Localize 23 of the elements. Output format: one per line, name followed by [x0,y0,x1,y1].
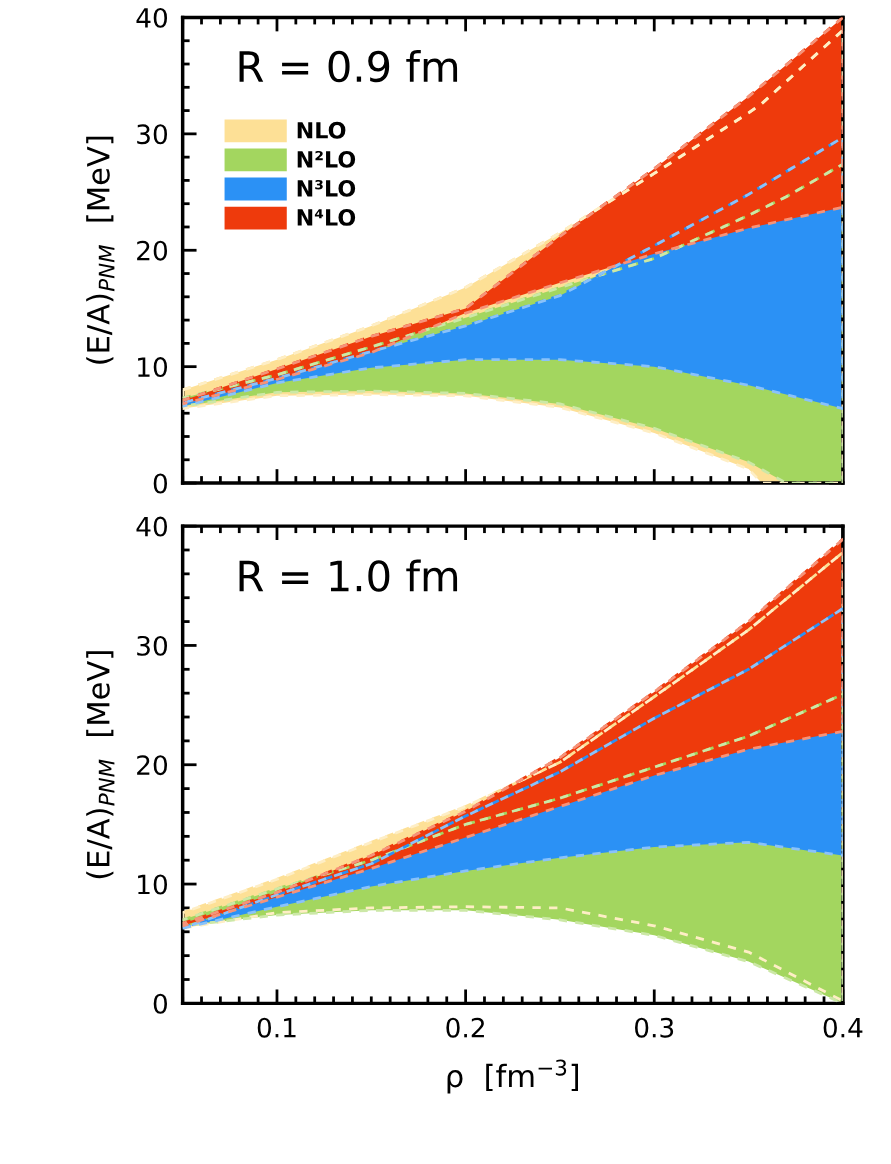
x-tick-label: 0.1 [257,1017,296,1038]
x-axis-title: ρ [fm$^{−3}$] [447,1059,578,1094]
y-axis-title: (E/A)$_{PNM}$ [MeV] [86,136,115,364]
legend-label: N⁴LO [297,209,356,226]
x-tick-label: 0.4 [823,1017,863,1038]
y-tick-label: 30 [137,124,168,145]
annotation: R = 0.9 fm [239,50,458,83]
y-tick-label: 20 [137,240,168,261]
y-tick-label: 10 [138,874,168,895]
y-tick-label: 10 [138,357,168,378]
y-tick-label: 30 [137,635,168,656]
y-axis-title: (E/A)$_{PNM}$ [MeV] [86,651,115,879]
y-tick-label: 40 [136,516,168,537]
x-tick-label: 0.2 [446,1017,484,1038]
legend-label: NLO [297,121,346,139]
annotation: R = 1.0 fm [239,559,458,592]
y-tick-label: 20 [137,755,168,776]
legend-label: N²LO [297,150,356,168]
y-tick-label: 40 [136,7,168,28]
legend-label: N³LO [297,180,356,197]
y-tick-label: 0 [153,473,168,494]
y-tick-label: 0 [153,993,168,1014]
x-tick-label: 0.3 [635,1017,674,1038]
